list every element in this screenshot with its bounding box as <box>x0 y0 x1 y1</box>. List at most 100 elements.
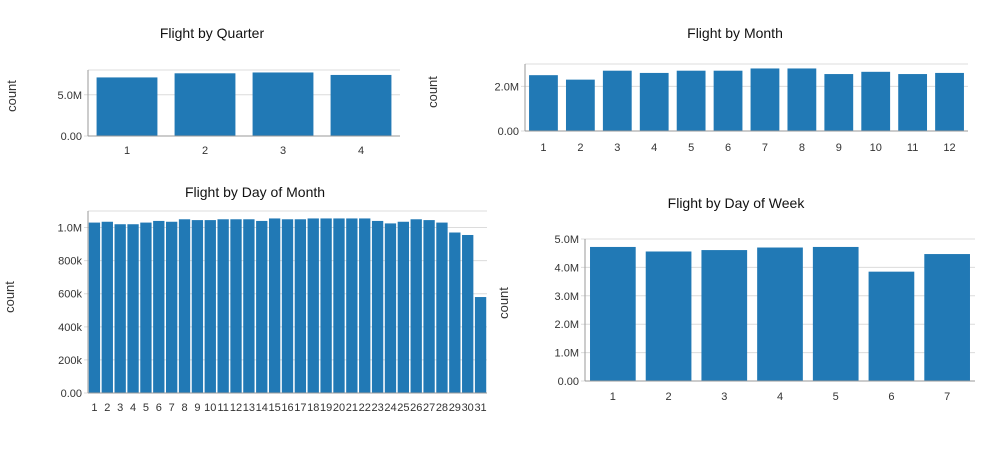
bar-8[interactable] <box>178 219 191 393</box>
x-tick-label: 7 <box>944 391 950 403</box>
x-tick-label: 5 <box>688 142 694 154</box>
bar-3[interactable] <box>114 224 126 393</box>
x-tick-label: 8 <box>799 142 805 154</box>
x-tick-label: 16 <box>281 402 293 414</box>
x-tick-label: 26 <box>410 402 422 414</box>
y-axis-label: count <box>496 287 511 319</box>
x-tick-label: 12 <box>943 142 955 154</box>
bar-3[interactable] <box>252 72 314 136</box>
bar-12[interactable] <box>230 219 242 393</box>
bar-22[interactable] <box>359 218 371 393</box>
bar-27[interactable] <box>423 220 435 393</box>
bar-5[interactable] <box>676 70 706 131</box>
bar-2[interactable] <box>174 73 236 136</box>
x-tick-label: 2 <box>666 391 672 403</box>
bar-6[interactable] <box>868 271 915 381</box>
bar-9[interactable] <box>824 74 854 131</box>
y-tick-label: 0.00 <box>498 126 519 138</box>
bar-5[interactable] <box>812 246 859 381</box>
bar-7[interactable] <box>924 254 970 381</box>
bar-21[interactable] <box>346 218 358 393</box>
bar-2[interactable] <box>565 79 595 131</box>
bar-6[interactable] <box>153 220 165 393</box>
bar-16[interactable] <box>281 219 294 393</box>
bar-29[interactable] <box>449 232 461 393</box>
x-tick-label: 11 <box>907 142 918 154</box>
bar-18[interactable] <box>307 218 319 393</box>
x-tick-label: 31 <box>474 402 486 414</box>
bar-15[interactable] <box>268 218 281 393</box>
bar-5[interactable] <box>140 222 152 393</box>
bar-1[interactable] <box>529 75 558 131</box>
bar-7[interactable] <box>750 68 780 131</box>
bar-11[interactable] <box>217 219 229 393</box>
bar-1[interactable] <box>590 246 636 381</box>
x-tick-label: 9 <box>836 142 842 154</box>
y-tick-label: 2.0M <box>495 81 519 93</box>
y-tick-label: 0.00 <box>61 388 82 400</box>
y-tick-label: 400k <box>58 322 82 334</box>
bar-31[interactable] <box>474 297 487 393</box>
x-tick-label: 1 <box>124 145 130 157</box>
bar-4[interactable] <box>639 72 669 131</box>
x-tick-label: 1 <box>91 402 97 414</box>
bar-4[interactable] <box>127 224 139 393</box>
x-tick-label: 21 <box>346 402 358 414</box>
bar-11[interactable] <box>898 74 928 131</box>
bar-2[interactable] <box>645 251 692 381</box>
bar-26[interactable] <box>410 219 422 393</box>
chart-title: Flight by Month <box>687 25 783 41</box>
bar-2[interactable] <box>101 221 113 393</box>
x-tick-label: 28 <box>436 402 448 414</box>
bar-23[interactable] <box>371 220 384 393</box>
x-tick-label: 24 <box>384 402 396 414</box>
chart-dayofmonth: Flight by Day of Month count 0.00 200k 400k 6… <box>2 184 487 414</box>
x-tick-label: 6 <box>888 391 894 403</box>
y-tick-label: 2.0M <box>555 319 579 331</box>
chart-title: Flight by Day of Month <box>185 184 325 200</box>
y-tick-label: 4.0M <box>555 262 579 274</box>
bar-6[interactable] <box>713 70 743 131</box>
bar-24[interactable] <box>384 223 397 393</box>
x-tick-label: 27 <box>423 402 435 414</box>
y-axis-label: count <box>425 76 440 108</box>
x-tick-label: 5 <box>143 402 149 414</box>
bar-20[interactable] <box>333 218 345 393</box>
bar-1[interactable] <box>88 222 101 393</box>
bar-25[interactable] <box>397 221 410 393</box>
bar-1[interactable] <box>96 77 158 136</box>
bar-30[interactable] <box>462 234 474 393</box>
bar-4[interactable] <box>757 247 803 381</box>
bar-13[interactable] <box>243 219 255 393</box>
bar-14[interactable] <box>256 220 268 393</box>
bar-3[interactable] <box>701 250 748 381</box>
bar-7[interactable] <box>165 221 178 393</box>
x-tick-label: 10 <box>204 402 216 414</box>
x-tick-label: 10 <box>870 142 882 154</box>
bar-19[interactable] <box>320 218 332 393</box>
x-tick-label: 1 <box>540 142 546 154</box>
bar-8[interactable] <box>787 68 817 131</box>
y-tick-label: 3.0M <box>555 291 579 303</box>
x-tick-label: 3 <box>721 391 727 403</box>
bar-28[interactable] <box>436 222 448 393</box>
x-tick-label: 19 <box>320 402 332 414</box>
bar-12[interactable] <box>935 72 964 131</box>
bar-10[interactable] <box>204 220 216 393</box>
y-tick-label: 1.0M <box>58 223 82 235</box>
bar-10[interactable] <box>861 71 891 131</box>
bar-4[interactable] <box>330 74 392 136</box>
chart-title: Flight by Quarter <box>160 25 265 41</box>
x-tick-label: 9 <box>194 402 200 414</box>
y-tick-label: 200k <box>58 355 82 367</box>
bar-3[interactable] <box>602 70 632 131</box>
x-tick-label: 25 <box>397 402 409 414</box>
chart-dayofweek: Flight by Day of Week count 0.00 1.0M 2.0M 3.… <box>496 195 975 403</box>
bar-9[interactable] <box>191 220 204 393</box>
x-tick-label: 3 <box>614 142 620 154</box>
y-tick-label: 1.0M <box>555 348 579 360</box>
x-tick-label: 4 <box>358 145 364 157</box>
x-tick-label: 4 <box>130 402 136 414</box>
bar-17[interactable] <box>294 219 307 393</box>
